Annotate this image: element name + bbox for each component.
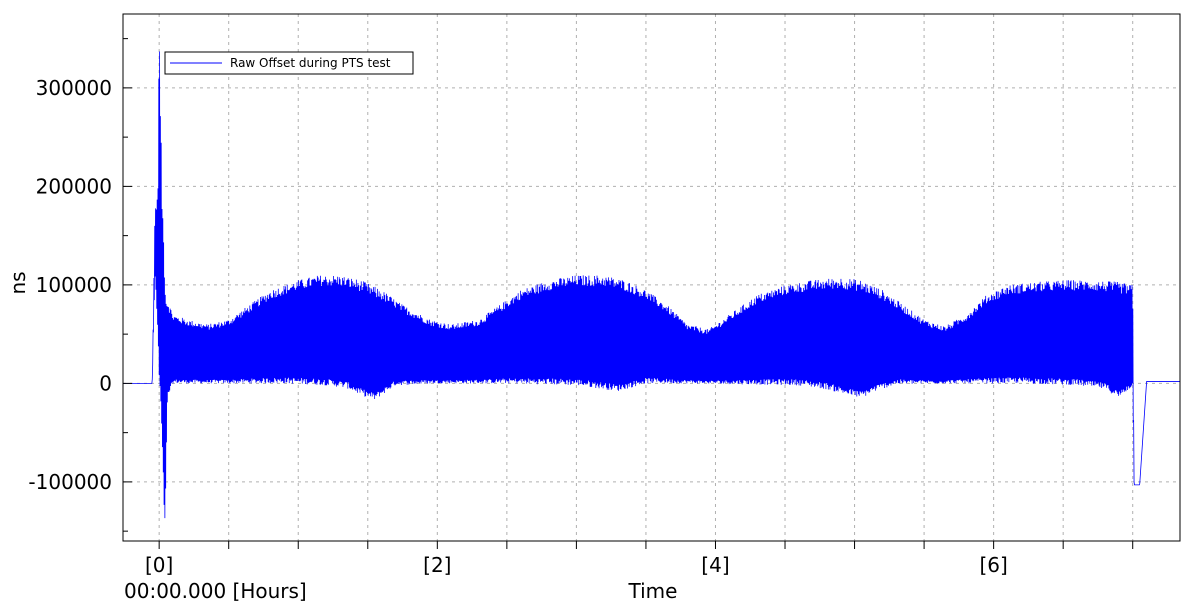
- y-tick-label: -100000: [28, 470, 112, 494]
- legend-box: [164, 51, 414, 75]
- x-axis-title: Time: [628, 579, 678, 603]
- plot-frame: [122, 13, 1181, 542]
- series-line: [123, 51, 1180, 519]
- y-tick-label: 0: [99, 371, 112, 395]
- y-axis-title: ns: [6, 271, 30, 294]
- series-raw-offset: [123, 51, 1180, 519]
- legend-label: Raw Offset during PTS test: [230, 56, 391, 70]
- x-axis-ticks: [0] [2] [4] [6]: [145, 541, 1134, 577]
- y-axis-ticks: -100000 0 100000 200000 300000: [28, 38, 132, 532]
- legend: Raw Offset during PTS test: [164, 51, 414, 75]
- x-tick-label: [6]: [979, 553, 1007, 577]
- x-tick-label: [0]: [145, 553, 173, 577]
- grid: [123, 14, 1180, 541]
- y-tick-label: 100000: [36, 273, 112, 297]
- x-origin-label: 00:00.000 [Hours]: [124, 579, 307, 603]
- y-tick-label: 200000: [36, 174, 112, 198]
- x-tick-label: [4]: [701, 553, 729, 577]
- y-tick-label: 300000: [36, 76, 112, 100]
- x-tick-label: [2]: [423, 553, 451, 577]
